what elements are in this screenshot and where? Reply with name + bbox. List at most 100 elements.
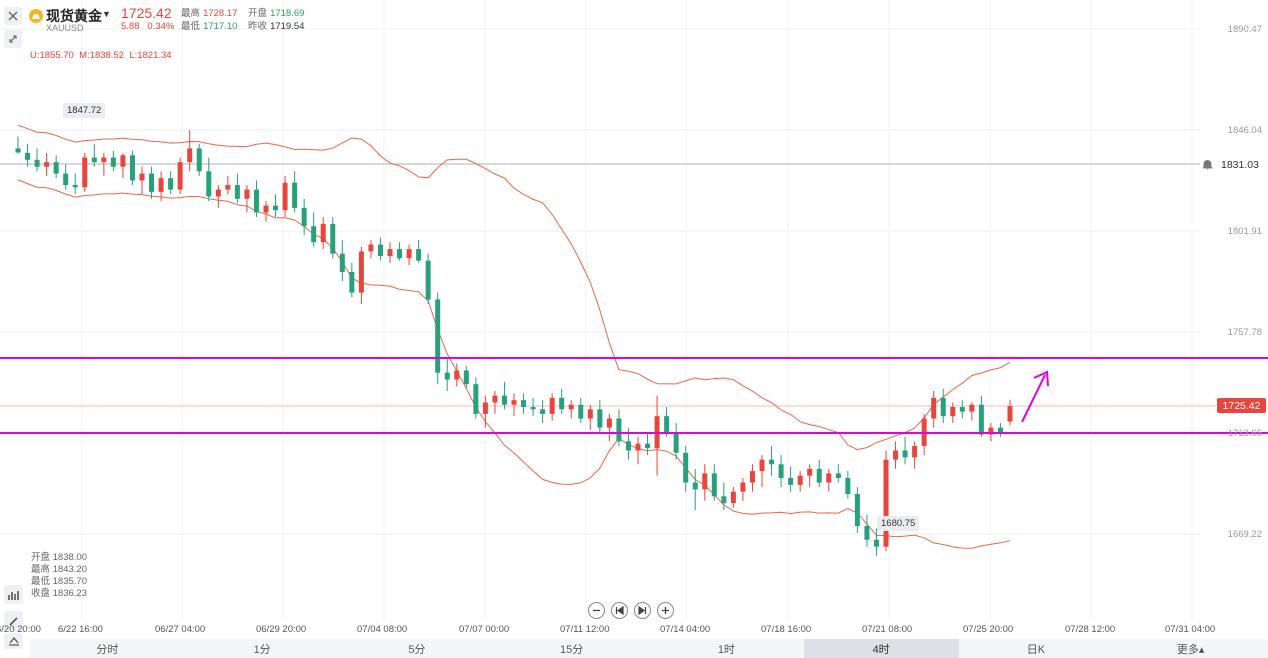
close-icon (8, 11, 18, 21)
candle-body (196, 148, 202, 172)
x-tick: 07/31 04:00 (1165, 624, 1216, 635)
x-axis: 6/20 20:00 6/22 16:00 06/27 04:00 06/29 … (0, 623, 1268, 637)
candle-body (549, 397, 555, 414)
boll-upper: U:1855.70 (30, 50, 74, 61)
candle-body (807, 468, 813, 476)
candle-body (101, 157, 107, 163)
tf-1min[interactable]: 1分 (253, 643, 271, 656)
draw-tool-button[interactable] (4, 611, 23, 630)
candle-body (711, 473, 717, 497)
low-callout: 1680.75 (877, 516, 920, 531)
tf-daily[interactable]: 日K (1026, 643, 1046, 656)
candle-body (587, 409, 593, 419)
candle-body (482, 402, 488, 414)
chart-nav-controls (588, 602, 674, 619)
close-button[interactable] (4, 7, 22, 25)
candle-body (206, 171, 212, 197)
candle-body (530, 407, 536, 410)
high-callout: 1847.72 (63, 103, 106, 118)
candle-body (702, 473, 708, 490)
candle-body (559, 397, 565, 410)
candle-body (568, 404, 574, 410)
tf-15min[interactable]: 15分 (560, 643, 584, 656)
ohlc-low: 最低 1835.70 (31, 576, 87, 587)
low-value: 1717.10 (203, 21, 238, 32)
zoom-out-button[interactable] (588, 602, 605, 619)
skip-back-icon (615, 606, 624, 615)
indicator-button[interactable] (4, 585, 23, 604)
candle-body (501, 395, 507, 405)
zoom-in-button[interactable] (657, 602, 674, 619)
tf-more[interactable]: 更多▴ (1176, 643, 1205, 656)
skip-forward-icon (638, 606, 647, 615)
gold-coin-icon (29, 9, 43, 23)
instrument-symbol: XAUUSD (46, 23, 84, 33)
instrument-title[interactable]: 现货黄金 (46, 8, 102, 24)
candle-body (416, 249, 422, 261)
candle-body (645, 443, 651, 449)
open-label: 开盘 (248, 8, 268, 19)
candle-body (34, 159, 40, 167)
candle-body (244, 189, 250, 199)
scroll-end-button[interactable] (634, 602, 651, 619)
ohlc-close: 收盘 1836.23 (31, 588, 87, 599)
candle-body (263, 205, 269, 213)
bars-icon (7, 590, 19, 600)
candle-body (187, 148, 193, 163)
candle-body (463, 370, 469, 385)
candle-body (635, 443, 641, 451)
candle-body (854, 493, 860, 527)
candle-body (215, 189, 221, 197)
change-pct: 0.34% (147, 21, 175, 32)
candle-body (873, 539, 879, 547)
candle-body (435, 299, 441, 373)
tf-4hour[interactable]: 4时 (803, 639, 959, 658)
prev-close-stat: 昨收 1719.54 (248, 20, 304, 33)
x-tick: 6/20 20:00 (0, 624, 41, 635)
x-tick: 07/04 08:00 (357, 624, 408, 635)
candle-body (606, 418, 612, 428)
candle-body (969, 404, 975, 412)
current-price-tag: 1725.42 (1217, 398, 1266, 413)
tf-tick[interactable]: 分时 (96, 643, 119, 656)
candle-body (368, 244, 374, 252)
tf-1hour[interactable]: 1时 (717, 643, 735, 656)
candle-body (845, 477, 851, 494)
candle-body (120, 155, 126, 167)
candle-body (53, 162, 59, 174)
candle-body (63, 173, 69, 186)
x-tick: 07/11 12:00 (560, 624, 610, 635)
collapse-button[interactable] (4, 633, 23, 649)
candle-body (91, 157, 97, 163)
price-change: 5.88 0.34% (121, 21, 174, 32)
candle-body (597, 409, 603, 428)
expand-icon (9, 35, 17, 43)
candle-body (797, 475, 803, 485)
expand-button[interactable] (4, 30, 22, 48)
candle-body (1007, 406, 1013, 422)
candle-body (625, 441, 631, 451)
candle-body (454, 370, 460, 380)
candle-body (778, 464, 784, 478)
candle-body (826, 473, 832, 483)
candle-body (397, 249, 403, 259)
candle-body (25, 152, 31, 160)
scroll-start-button[interactable] (611, 602, 628, 619)
candle-body (511, 400, 517, 405)
candle-body (521, 400, 527, 408)
candle-body (349, 271, 355, 293)
timeframe-bar: 分时 1分 5分 15分 1时 4时 日K 更多▴ (30, 639, 1268, 658)
tf-5min[interactable]: 5分 (408, 643, 426, 656)
candle-body (616, 418, 622, 442)
candle-body (292, 182, 298, 208)
chevron-down-icon[interactable]: ▼ (102, 9, 111, 19)
boll-upper-line (17, 124, 1011, 451)
price-alert[interactable]: 1831.03 (1201, 157, 1259, 172)
candle-body (72, 185, 78, 188)
minus-icon (593, 609, 600, 612)
candle-body (692, 482, 698, 490)
change-value: 5.88 (121, 21, 140, 32)
boll-indicator: U:1855.70 M:1838.52 L:1821.34 (30, 50, 172, 61)
candle-body (301, 207, 307, 227)
